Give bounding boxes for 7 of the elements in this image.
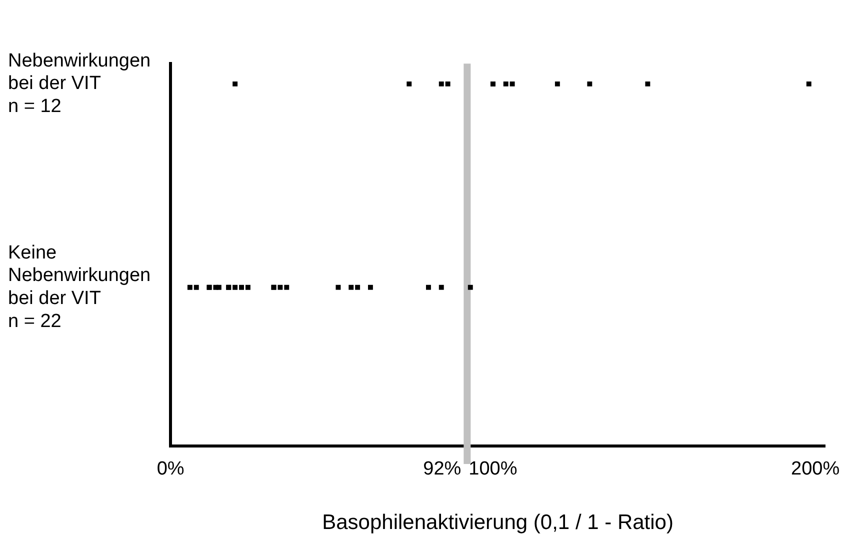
x-axis-title: Basophilenaktivierung (0,1 / 1 - Ratio) — [322, 511, 674, 534]
ref-line-label: 92% — [423, 458, 462, 480]
y-tick-label: Keine Nebenwirkungen bei der VIT n = 22 — [8, 242, 151, 332]
y-tick-label: Nebenwirkungen bei der VIT n = 12 — [8, 50, 151, 117]
x-tick-label: 200% — [791, 458, 840, 480]
x-tick-label: 0% — [156, 458, 184, 480]
x-tick-label: 100% — [468, 458, 518, 480]
